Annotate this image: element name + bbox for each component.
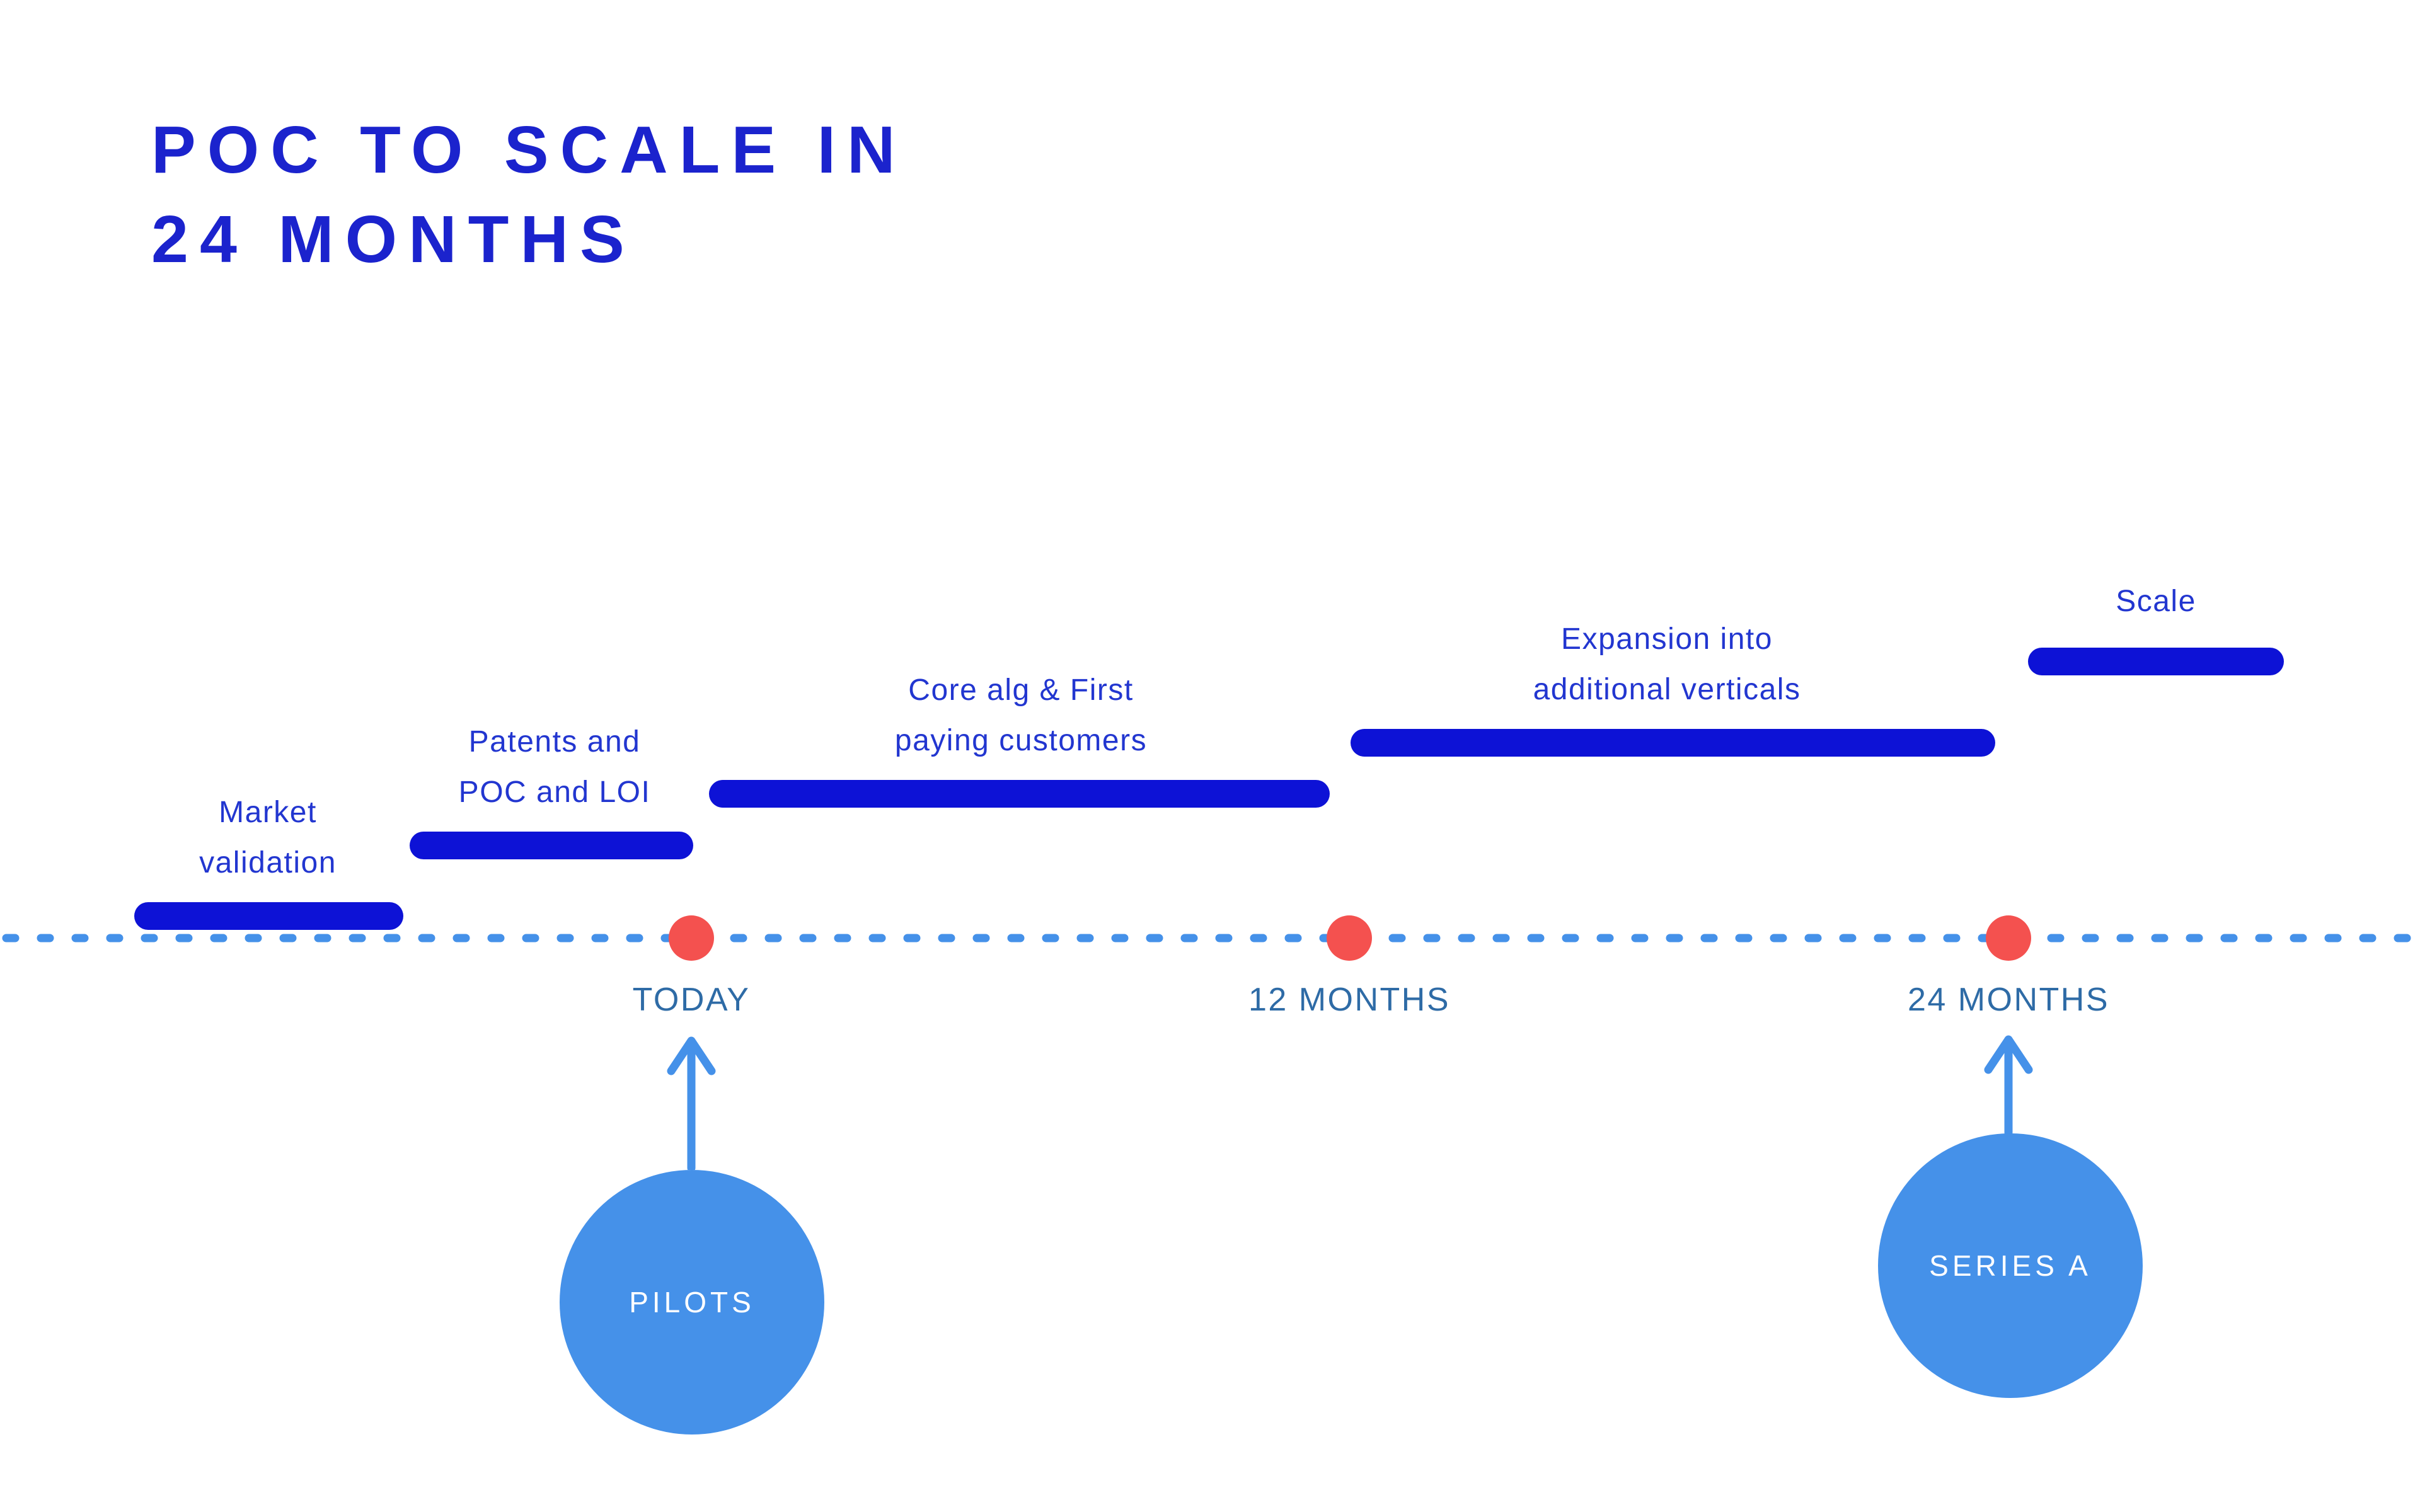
timeline-dot-24-months	[1986, 915, 2031, 961]
timeline-dot-today	[669, 915, 714, 961]
milestone-bar-market-validation	[134, 902, 403, 930]
timeline-dashed-line	[2, 934, 2420, 942]
arrow-up-icon	[667, 1036, 716, 1170]
milestone-bar-scale	[2028, 648, 2284, 675]
arrow-up-icon	[1984, 1035, 2033, 1135]
milestone-label-line: paying customers	[894, 724, 1148, 757]
milestone-label-market-validation: Market validation	[0, 788, 551, 888]
milestone-label-patents-poc-loi: Patents and POC and LOI	[271, 717, 838, 818]
page-title: POC TO SCALE IN 24 MONTHS	[151, 105, 907, 284]
milestone-bar-core-alg	[709, 780, 1330, 808]
milestone-label-line: POC and LOI	[458, 776, 651, 809]
milestone-label-line: Core alg & First	[908, 673, 1134, 707]
timeline-dot-12-months	[1327, 915, 1372, 961]
event-circle-pilots: PILOTS	[560, 1170, 824, 1435]
milestone-label-line: additional verticals	[1533, 673, 1801, 706]
milestone-label-line: Scale	[2116, 585, 2196, 618]
milestone-label-line: Market	[219, 796, 317, 829]
event-circle-series-a: SERIES A	[1878, 1133, 2143, 1398]
milestone-label-line: validation	[199, 846, 337, 879]
milestone-label-core-alg: Core alg & First paying customers	[737, 665, 1305, 766]
milestone-label-line: Patents and	[468, 725, 641, 759]
timeline-label-24-months: 24 MONTHS	[1907, 982, 2110, 1018]
timeline-label-12-months: 12 MONTHS	[1248, 982, 1451, 1018]
timeline-label-today: TODAY	[632, 982, 751, 1018]
page-title-line-1: POC TO SCALE IN	[151, 113, 907, 187]
milestone-label-scale: Scale	[1872, 576, 2420, 627]
milestone-bar-patents-poc-loi	[410, 832, 693, 859]
milestone-bar-expansion	[1351, 729, 1995, 757]
event-label-pilots: PILOTS	[629, 1286, 755, 1319]
milestone-label-line: Expansion into	[1561, 622, 1773, 656]
page-title-line-2: 24 MONTHS	[151, 202, 636, 277]
event-label-series-a: SERIES A	[1929, 1249, 2092, 1282]
milestone-label-expansion: Expansion into additional verticals	[1383, 614, 1950, 715]
